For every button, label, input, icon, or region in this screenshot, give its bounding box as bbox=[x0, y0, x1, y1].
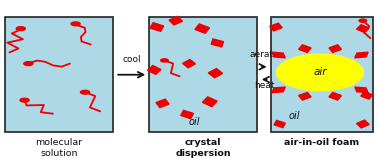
Polygon shape bbox=[169, 16, 183, 25]
Polygon shape bbox=[299, 92, 311, 100]
Polygon shape bbox=[150, 23, 164, 31]
Circle shape bbox=[359, 19, 367, 22]
Polygon shape bbox=[208, 69, 223, 78]
Circle shape bbox=[81, 90, 90, 94]
Polygon shape bbox=[361, 92, 372, 99]
Polygon shape bbox=[329, 45, 341, 52]
Text: crystal
dispersion: crystal dispersion bbox=[175, 138, 231, 158]
Text: air-in-oil foam: air-in-oil foam bbox=[285, 138, 359, 147]
Polygon shape bbox=[202, 97, 217, 107]
Polygon shape bbox=[272, 87, 285, 93]
Polygon shape bbox=[183, 59, 195, 68]
Text: oil: oil bbox=[189, 118, 200, 127]
Polygon shape bbox=[356, 120, 369, 128]
Polygon shape bbox=[355, 87, 368, 93]
Text: molecular
solution: molecular solution bbox=[36, 138, 83, 158]
Circle shape bbox=[16, 27, 25, 31]
Circle shape bbox=[24, 62, 33, 66]
Polygon shape bbox=[156, 99, 169, 108]
Circle shape bbox=[277, 54, 364, 91]
Polygon shape bbox=[329, 92, 341, 100]
Polygon shape bbox=[270, 23, 282, 31]
Polygon shape bbox=[272, 52, 285, 58]
Circle shape bbox=[20, 98, 29, 102]
Text: oil: oil bbox=[288, 111, 300, 121]
Polygon shape bbox=[147, 66, 161, 74]
Bar bbox=[271, 17, 373, 132]
Circle shape bbox=[161, 59, 168, 62]
Circle shape bbox=[71, 22, 80, 26]
Polygon shape bbox=[299, 45, 311, 52]
Polygon shape bbox=[195, 24, 209, 33]
Text: heat: heat bbox=[254, 81, 274, 90]
Polygon shape bbox=[356, 25, 369, 33]
Bar bbox=[149, 17, 257, 132]
Polygon shape bbox=[181, 110, 194, 119]
Polygon shape bbox=[355, 52, 368, 58]
Polygon shape bbox=[211, 39, 223, 47]
Text: aerate: aerate bbox=[249, 50, 279, 59]
Polygon shape bbox=[274, 120, 285, 128]
Text: cool: cool bbox=[122, 55, 141, 64]
Text: air: air bbox=[313, 67, 327, 77]
Bar bbox=[5, 17, 113, 132]
